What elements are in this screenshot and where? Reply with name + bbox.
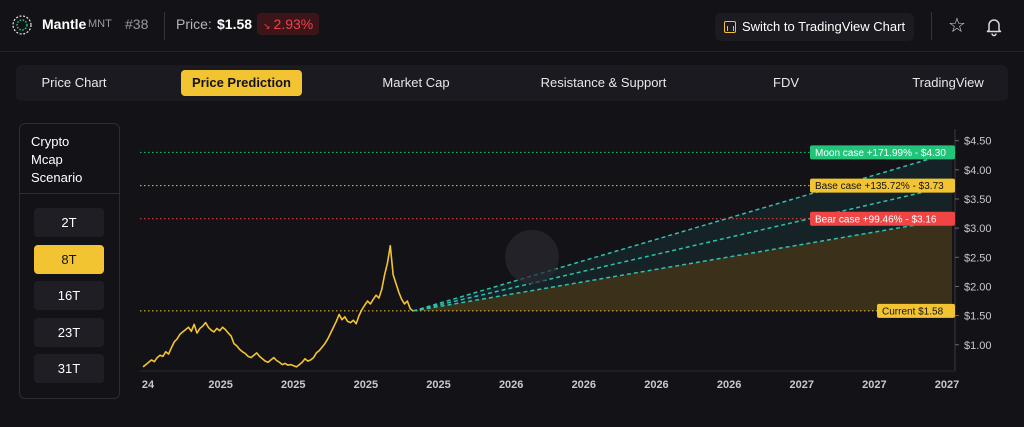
y-tick-label: $3.50 [964, 194, 992, 206]
price-change-value: 2.93% [273, 16, 314, 32]
scenario-tag [810, 211, 955, 226]
x-tick-label: 2026 [644, 379, 668, 391]
price-prediction-chart: $4.50 $4.00 $3.50 $3.00 $2.50 $2.00 $1.50 $1.00… [140, 123, 1024, 399]
x-tick-label: 2027 [862, 379, 886, 391]
scenario-23t-button[interactable]: 23T [34, 318, 104, 347]
tab-market-cap[interactable]: Market Cap [382, 75, 450, 90]
scenario-tag [810, 178, 955, 193]
x-tick-label: 2025 [281, 379, 305, 391]
x-tick-label: 2026 [499, 379, 523, 391]
watermark-logo [505, 230, 559, 284]
scenario-title: Crypto Mcap Scenario [31, 134, 83, 185]
y-tick-label: $1.50 [964, 311, 992, 323]
x-tick-label: 2025 [354, 379, 378, 391]
arrow-down-icon: ↘ [263, 21, 271, 31]
switch-tradingview-button[interactable]: Switch to TradingView Chart [715, 13, 915, 41]
projection-line [412, 218, 953, 312]
mcap-scenario-panel: Crypto Mcap Scenario 2T 8T 16T 23T 31T [19, 123, 120, 399]
scenario-2t-button[interactable]: 2T [34, 208, 104, 237]
projection-line [412, 184, 953, 312]
x-tick-label: 2026 [717, 379, 741, 391]
price-history-line [142, 244, 414, 368]
tab-resistance-support[interactable]: Resistance & Support [540, 75, 667, 90]
prediction-chart-svg: $4.50 $4.00 $3.50 $3.00 $2.50 $2.00 $1.50 $1.00… [140, 129, 992, 391]
tab-tradingview[interactable]: TradingView [912, 75, 984, 90]
mantle-logo-icon [12, 15, 32, 35]
y-tick-label: $4.50 [964, 136, 992, 148]
scenario-divider [20, 193, 119, 194]
scenario-tag-label: Bear case +99.46% - $3.16 [815, 214, 937, 225]
header-divider [164, 12, 165, 40]
price-value: $1.58 [217, 16, 253, 32]
chart-icon [724, 21, 736, 33]
star-icon[interactable]: ☆ [948, 15, 966, 37]
scenario-8t-button[interactable]: 8T [34, 245, 104, 274]
x-tick-label: 2027 [789, 379, 813, 391]
top-bar: Mantle MNT #38 Price: $1.58 ↘ 2.93% Switc… [0, 0, 1024, 52]
y-tick-label: $3.00 [964, 223, 992, 235]
coin-symbol: MNT [88, 18, 112, 30]
bell-icon[interactable] [983, 15, 1005, 37]
y-tick-label: $4.00 [964, 165, 992, 177]
header-divider-right [931, 12, 932, 40]
view-tabs: Price Chart Price Prediction Market Cap … [16, 65, 1008, 101]
projection-line [412, 151, 953, 312]
coin-name: Mantle [42, 16, 87, 32]
x-tick-label: 2025 [426, 379, 450, 391]
x-tick-label: 2026 [572, 379, 596, 391]
price-label: Price: [176, 16, 212, 32]
current-price-tag [877, 303, 955, 318]
price-change-badge: ↘ 2.93% [257, 13, 320, 35]
x-tick-label: 2025 [208, 379, 232, 391]
scenario-tag [810, 145, 955, 160]
projection-cone-lower [413, 218, 952, 311]
scenario-16t-button[interactable]: 16T [34, 281, 104, 310]
tab-fdv[interactable]: FDV [773, 75, 799, 90]
x-tick-label: 24 [142, 379, 155, 391]
current-price-label: Current $1.58 [882, 306, 944, 317]
y-tick-label: $2.00 [964, 281, 992, 293]
y-tick-label: $1.00 [964, 340, 992, 352]
y-tick-label: $2.50 [964, 252, 992, 264]
x-tick-label: 2027 [935, 379, 959, 391]
switch-tradingview-label: Switch to TradingView Chart [742, 19, 906, 34]
scenario-tag-label: Moon case +171.99% - $4.30 [815, 148, 946, 159]
tab-price-prediction[interactable]: Price Prediction [181, 70, 302, 96]
coin-rank: #38 [125, 16, 149, 32]
tab-price-chart[interactable]: Price Chart [41, 75, 107, 90]
scenario-31t-button[interactable]: 31T [34, 354, 104, 383]
scenario-tag-label: Base case +135.72% - $3.73 [815, 181, 944, 192]
